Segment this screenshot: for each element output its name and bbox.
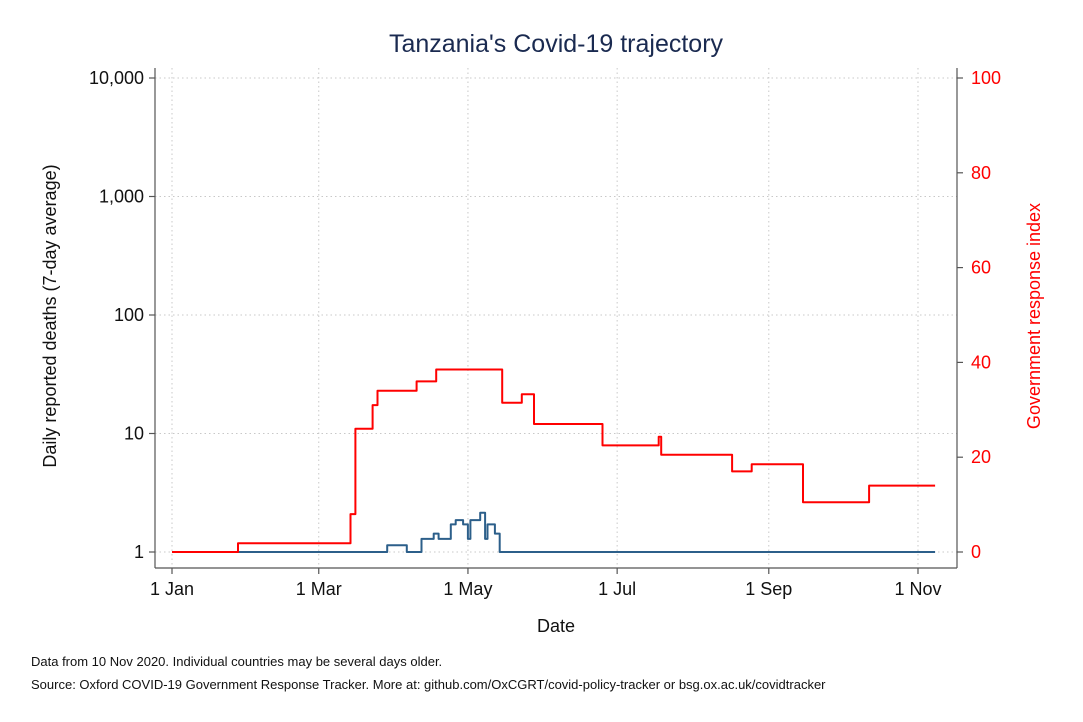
axes: 1 Jan 1 Mar 1 May 1 Jul 1 Sep 1 Nov 1 10 100 1,00… — [89, 68, 1001, 599]
y-left-tick-label: 100 — [114, 305, 144, 325]
x-axis-label: Date — [537, 616, 575, 636]
y-right-tick-label: 40 — [971, 352, 991, 372]
x-tick-label: 1 Sep — [745, 579, 792, 599]
y-right-tick-label: 80 — [971, 163, 991, 183]
x-tick-label: 1 Mar — [296, 579, 342, 599]
source-note: Source: Oxford COVID-19 Government Respo… — [31, 677, 826, 692]
chart-title: Tanzania's Covid-19 trajectory — [389, 30, 724, 58]
response-index-series-line — [172, 368, 936, 553]
x-tick-label: 1 Jan — [150, 579, 194, 599]
y-axis-right-label: Government response index — [1024, 203, 1044, 429]
x-tick-label: 1 Nov — [894, 579, 941, 599]
y-left-tick-label: 1,000 — [99, 187, 144, 207]
y-right-tick-label: 0 — [971, 542, 981, 562]
plot-area — [155, 68, 957, 568]
y-right-tick-label: 60 — [971, 258, 991, 278]
y-left-tick-label: 10 — [124, 424, 144, 444]
data-date-note: Data from 10 Nov 2020. Individual countr… — [31, 654, 443, 669]
x-tick-label: 1 May — [443, 579, 492, 599]
y-right-tick-label: 100 — [971, 68, 1001, 88]
deaths-series-line — [172, 511, 936, 553]
chart-svg: 1 Jan 1 Mar 1 May 1 Jul 1 Sep 1 Nov 1 10 100 1,00… — [40, 30, 1044, 636]
x-tick-label: 1 Jul — [598, 579, 636, 599]
y-left-tick-label: 10,000 — [89, 68, 144, 88]
y-right-tick-label: 20 — [971, 447, 991, 467]
y-left-tick-label: 1 — [134, 542, 144, 562]
series-group — [172, 368, 936, 553]
y-axis-left-label: Daily reported deaths (7-day average) — [40, 164, 60, 467]
